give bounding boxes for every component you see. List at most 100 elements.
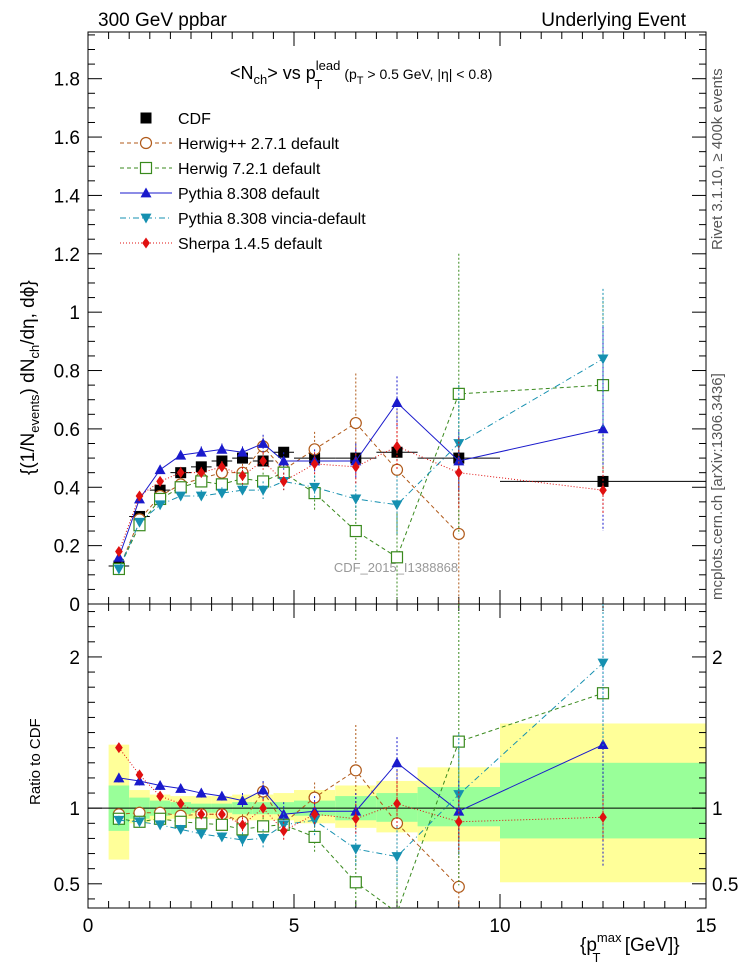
data-point-pythia-8-308-default <box>597 423 609 434</box>
ratio-point-sherpa-1-4-5-default <box>135 769 144 781</box>
legend-label-herwig-7-2-1-default: Herwig 7.2.1 default <box>178 161 321 178</box>
ratio-point-pythia-8-308-default <box>154 779 166 790</box>
ratio-point-pythia-8-308-vincia-default <box>309 815 321 826</box>
data-point-pythia-8-308-vincia-default <box>195 491 207 502</box>
data-point-pythia-8-308-vincia-default <box>175 491 187 502</box>
title-cut-a: (p <box>344 66 357 82</box>
x-tick-label: 15 <box>695 916 716 937</box>
ratio-point-pythia-8-308-vincia-default <box>113 815 125 826</box>
ratio-point-herwig-7-2-1-default <box>257 820 270 833</box>
ratio-line-pythia-8-308-default <box>118 744 604 815</box>
y-tick-label: 1.6 <box>54 128 80 149</box>
ratio-point-sherpa-1-4-5-default <box>238 819 247 831</box>
ratio-point-pythia-8-308-vincia-default <box>216 832 228 843</box>
ratio-point-pythia-8-308-vincia-default <box>257 834 269 844</box>
series-pythia-8-308-vincia-default <box>113 288 609 575</box>
y-tick-label: 1 <box>69 799 80 820</box>
ratio-y-label: Ratio to CDF <box>27 718 44 805</box>
ratio-point-sherpa-1-4-5-default <box>454 816 463 828</box>
ratio-point-pythia-8-308-default <box>257 784 269 795</box>
data-point-sherpa-1-4-5-default <box>238 470 247 482</box>
ratio-point-pythia-8-308-vincia-default <box>237 835 248 846</box>
data-point-pythia-8-308-default <box>350 455 362 466</box>
data-point-pythia-8-308-vincia-default <box>391 500 403 511</box>
xlabel-a: {p <box>580 935 597 956</box>
series-cdf <box>108 446 706 572</box>
y-tick-label: 0 <box>69 595 80 616</box>
ratio-point-sherpa-1-4-5-default <box>351 813 360 825</box>
legend-entry-pythia-8-308-vincia-default: Pythia 8.308 vincia-default <box>120 211 366 228</box>
data-point-pythia-8-308-default <box>278 455 290 466</box>
legend-entry-herwig-7-2-1-default: Herwig 7.2.1 default <box>120 161 321 178</box>
x-tick-label: 10 <box>489 916 510 937</box>
data-point-pythia-8-308-vincia-default <box>453 439 465 449</box>
ratio-point-herwig-7-2-1-default <box>452 735 465 748</box>
ratio-point-sherpa-1-4-5-default <box>115 742 123 754</box>
data-point-sherpa-1-4-5-default <box>599 484 607 496</box>
data-point-sherpa-1-4-5-default <box>197 467 206 479</box>
series-line-herwig-2-7-1-default <box>118 422 460 570</box>
series-sherpa-1-4-5-default <box>115 423 607 557</box>
series-pythia-8-308-default <box>113 326 609 562</box>
side-label-bottom: mcplots.cern.ch [arXiv:1306.3436] <box>709 373 726 600</box>
ratio-point-sherpa-1-4-5-default <box>197 808 206 820</box>
data-point-sherpa-1-4-5-default <box>351 461 360 473</box>
ratio-point-pythia-8-308-vincia-default <box>134 817 145 828</box>
y-tick-label: 0.5 <box>54 875 80 896</box>
main-panel: 0 0.2 0.4 0.6 0.8 1 1.2 1.4 1.6 1.8 <box>54 31 707 616</box>
x-axis-label: {pmax T [GeV]} <box>580 930 680 965</box>
data-point-pythia-8-308-vincia-default <box>113 564 125 575</box>
x-tick-label: 5 <box>289 916 300 937</box>
ratio-point-pythia-8-308-vincia-default <box>154 820 166 831</box>
header-right: Underlying Event <box>541 10 686 31</box>
ratio-point-pythia-8-308-default <box>216 790 228 801</box>
y-tick-label-right: 0.5 <box>712 875 738 896</box>
ratio-line-sherpa-1-4-5-default <box>118 747 604 832</box>
data-point-sherpa-1-4-5-default <box>115 545 123 557</box>
xlabel-a-sup: max <box>597 930 622 945</box>
legend-label-pythia-8-308-vincia-default: Pythia 8.308 vincia-default <box>178 211 366 228</box>
title-cut-b: > 0.5 GeV, |η| < 0.8) <box>364 66 493 82</box>
ratio-series-sherpa-1-4-5-default <box>115 742 607 853</box>
ratio-point-herwig-2-7-1-default <box>452 880 465 893</box>
title-main-sup: lead <box>316 58 341 73</box>
data-point-sherpa-1-4-5-default <box>218 461 226 473</box>
ratio-point-herwig-7-2-1-default <box>349 876 362 889</box>
y-tick-label: 1.8 <box>54 70 80 91</box>
ylabel-c: /dη, dϕ} <box>18 280 39 345</box>
data-point-pythia-8-308-vincia-default <box>597 354 609 365</box>
legend-label-pythia-8-308-default: Pythia 8.308 default <box>178 186 320 203</box>
ratio-point-herwig-2-7-1-default <box>349 764 362 777</box>
ylabel-a: {(1/N <box>18 433 39 475</box>
legend-entry-herwig-2-7-1-default: Herwig++ 2.7.1 default <box>120 136 340 153</box>
legend-marker-pythia-8-308-default <box>140 187 152 198</box>
ratio-line-pythia-8-308-vincia-default <box>118 662 604 858</box>
ratio-point-pythia-8-308-vincia-default <box>391 852 403 863</box>
y-tick-label: 0.2 <box>54 537 80 558</box>
data-point-pythia-8-308-default <box>195 446 207 457</box>
data-point-herwig-2-7-1-default <box>349 416 362 430</box>
y-tick-label: 1 <box>69 303 80 324</box>
side-label-top: Rivet 3.1.10, ≥ 400k events <box>709 68 726 250</box>
data-point-sherpa-1-4-5-default <box>310 458 319 470</box>
ratio-point-sherpa-1-4-5-default <box>393 798 401 810</box>
ratio-point-pythia-8-308-vincia-default <box>453 790 465 801</box>
ratio-point-sherpa-1-4-5-default <box>176 798 185 810</box>
ratio-point-herwig-7-2-1-default <box>215 818 228 831</box>
legend-entry-cdf: CDF <box>140 111 211 128</box>
y-tick-label-right: 1 <box>712 799 723 820</box>
legend-marker-sherpa-1-4-5-default <box>142 237 150 249</box>
x-tick-label: 0 <box>83 916 94 937</box>
ratio-point-sherpa-1-4-5-default <box>259 802 267 814</box>
data-point-pythia-8-308-default <box>237 446 248 457</box>
data-point-pythia-8-308-vincia-default <box>350 494 362 505</box>
legend-label-sherpa-1-4-5-default: Sherpa 1.4.5 default <box>178 236 323 253</box>
ylabel-b: ) dN <box>18 359 39 395</box>
y-tick-label: 0.4 <box>54 478 81 499</box>
legend-marker-cdf <box>140 112 152 124</box>
ratio-point-sherpa-1-4-5-default <box>218 808 226 820</box>
legend-entry-sherpa-1-4-5-default: Sherpa 1.4.5 default <box>120 236 323 253</box>
legend-marker-herwig-2-7-1-default <box>139 136 153 150</box>
